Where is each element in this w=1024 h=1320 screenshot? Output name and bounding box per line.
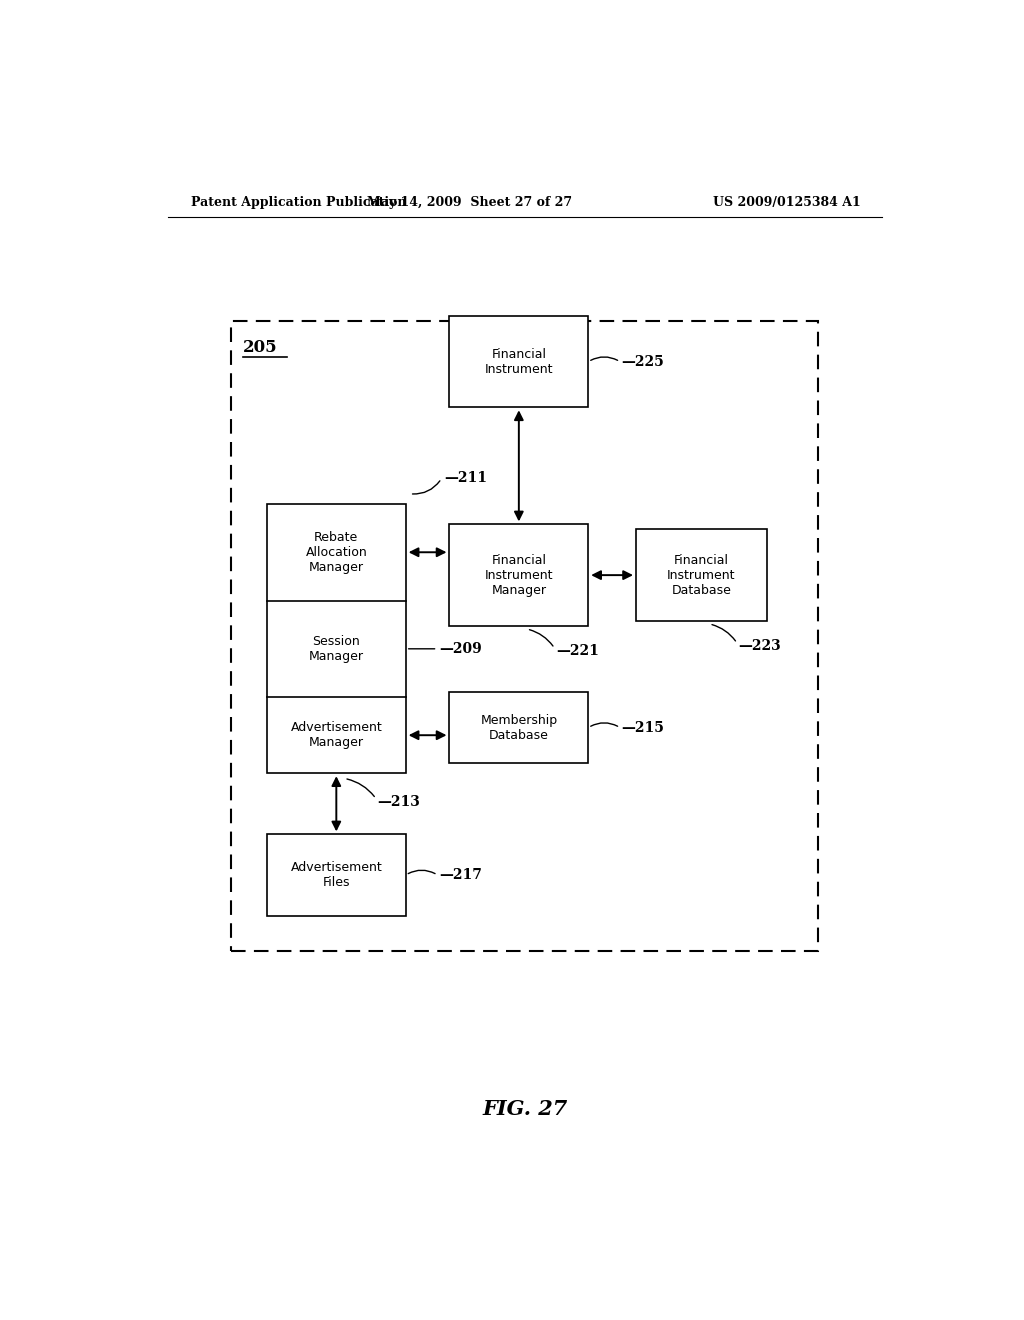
Text: Advertisement
Manager: Advertisement Manager	[291, 721, 382, 750]
Text: Patent Application Publication: Patent Application Publication	[191, 195, 407, 209]
Text: —217: —217	[439, 869, 482, 882]
Text: Financial
Instrument: Financial Instrument	[484, 347, 553, 376]
Text: Session
Manager: Session Manager	[309, 635, 364, 663]
Text: —225: —225	[622, 355, 665, 368]
Text: Rebate
Allocation
Manager: Rebate Allocation Manager	[305, 531, 368, 574]
Bar	[231, 321, 818, 952]
Bar	[267, 834, 406, 916]
Bar	[267, 504, 406, 774]
Text: —215: —215	[622, 721, 665, 735]
Text: —209: —209	[439, 642, 482, 656]
Text: US 2009/0125384 A1: US 2009/0125384 A1	[713, 195, 860, 209]
Text: Advertisement
Files: Advertisement Files	[291, 861, 382, 888]
Text: Financial
Instrument
Database: Financial Instrument Database	[667, 553, 735, 597]
Text: May 14, 2009  Sheet 27 of 27: May 14, 2009 Sheet 27 of 27	[367, 195, 571, 209]
Bar	[636, 529, 767, 620]
Text: —213: —213	[378, 795, 421, 809]
Text: 205: 205	[243, 339, 278, 356]
Bar	[450, 524, 588, 626]
Text: Membership
Database: Membership Database	[480, 714, 557, 742]
Bar	[450, 315, 588, 408]
Text: FIG. 27: FIG. 27	[482, 1098, 567, 1119]
Text: —223: —223	[738, 639, 781, 653]
Text: —221: —221	[556, 644, 599, 659]
Text: —211: —211	[443, 470, 486, 484]
Bar	[450, 692, 588, 763]
Text: Financial
Instrument
Manager: Financial Instrument Manager	[484, 553, 553, 597]
